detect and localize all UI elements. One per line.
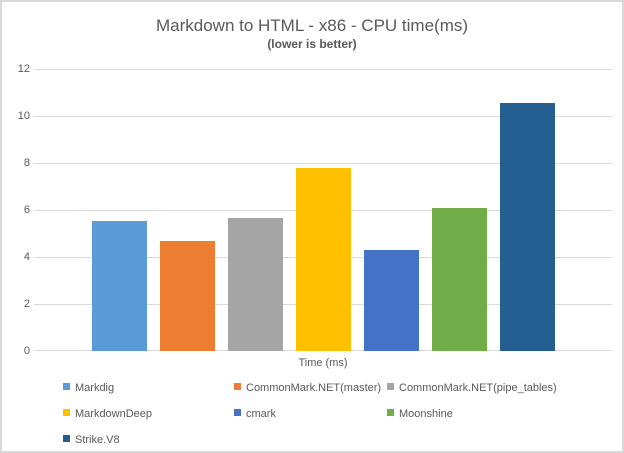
chart-title: Markdown to HTML - x86 - CPU time(ms): [155, 16, 469, 35]
bar-commonmark-net-master: [159, 240, 215, 351]
legend-item-cmark: cmark: [234, 407, 276, 421]
legend-item-moonshine: Moonshine: [387, 407, 453, 421]
gridline-10: [34, 116, 612, 117]
bar-cmark: [363, 250, 419, 351]
legend-item-strike-v8: Strike.V8: [63, 433, 120, 447]
legend-item-commonmark-net-pipe-tables: CommonMark.NET(pipe_tables): [387, 381, 557, 395]
legend-swatch-strike-v8: [63, 435, 70, 442]
plot-area: [34, 69, 612, 351]
gridline-8: [34, 163, 612, 164]
legend-item-markdowndeep: MarkdownDeep: [63, 407, 152, 421]
bar-commonmark-net-pipe-tables: [227, 218, 283, 351]
gridline-12: [34, 69, 612, 70]
legend-swatch-commonmark-net-pipe-tables: [387, 383, 394, 390]
legend-item-markdig: Markdig: [63, 381, 114, 395]
legend-swatch-commonmark-net-master: [234, 383, 241, 390]
bar-markdig: [91, 220, 147, 351]
y-tick-label-10: 10: [17, 110, 30, 122]
legend-label: cmark: [246, 408, 276, 420]
legend-swatch-moonshine: [387, 409, 394, 416]
legend-swatch-markdig: [63, 383, 70, 390]
legend-swatch-cmark: [234, 409, 241, 416]
bar-markdowndeep: [295, 167, 351, 351]
y-tick-label-6: 6: [23, 204, 30, 216]
legend-label: Strike.V8: [75, 434, 120, 446]
y-tick-label-4: 4: [23, 251, 30, 263]
legend-label: Moonshine: [399, 408, 453, 420]
legend-item-commonmark-net-master: CommonMark.NET(master): [234, 381, 381, 395]
y-tick-label-12: 12: [17, 63, 30, 75]
legend-swatch-markdowndeep: [63, 409, 70, 416]
bar-moonshine: [431, 207, 487, 351]
legend-label: CommonMark.NET(master): [246, 382, 382, 394]
bar-strike-v8: [499, 103, 555, 351]
y-tick-label-8: 8: [23, 157, 30, 169]
y-tick-label-2: 2: [23, 298, 30, 310]
category-axis-label: Time (ms): [298, 357, 348, 369]
legend-label: Markdig: [75, 382, 115, 394]
y-tick-label-0: 0: [23, 345, 30, 357]
legend-label: CommonMark.NET(pipe_tables): [399, 382, 557, 394]
chart-subtitle: (lower is better): [267, 37, 357, 51]
legend-label: MarkdownDeep: [75, 408, 153, 420]
